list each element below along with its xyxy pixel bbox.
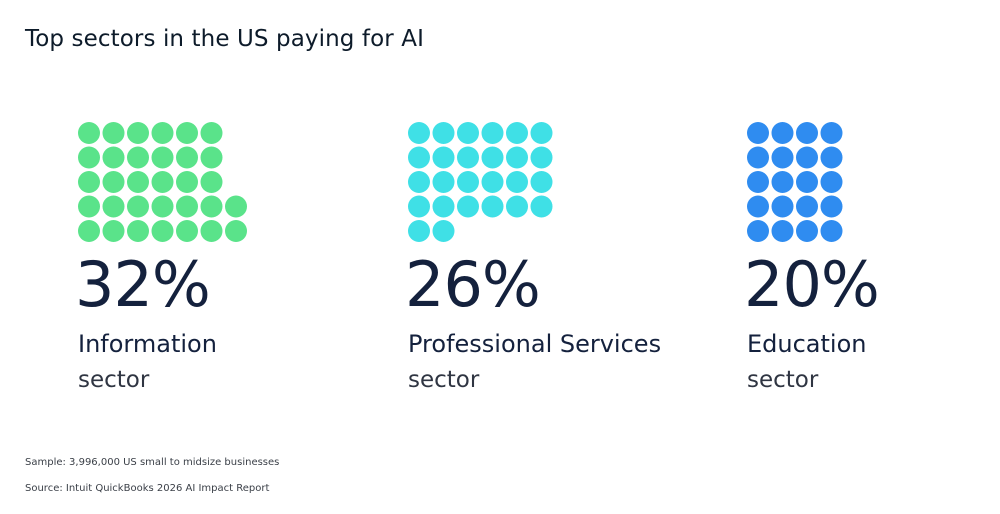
waffle-dot	[530, 146, 553, 169]
waffle-information	[78, 122, 247, 242]
sector-name: Information	[78, 330, 217, 358]
waffle-dot	[432, 171, 455, 193]
sector-label: sector	[78, 367, 150, 393]
waffle-dot	[747, 146, 769, 169]
waffle-dot	[481, 146, 504, 169]
waffle-dot	[408, 220, 430, 242]
waffle-dot	[200, 220, 223, 242]
sector-label: sector	[408, 367, 480, 393]
footnote-source: Source: Intuit QuickBooks 2026 AI Impact…	[25, 483, 270, 494]
sector-label: sector	[747, 367, 819, 393]
waffle-dot	[432, 220, 455, 242]
waffle-dot	[176, 171, 198, 193]
waffle-dot	[457, 122, 479, 144]
waffle-dot	[530, 195, 553, 218]
waffle-dot	[176, 220, 198, 242]
waffle-dot	[176, 195, 198, 218]
sector-panel-professional-services: 26% Professional Services sector	[405, 120, 661, 392]
waffle-dot	[796, 195, 818, 218]
waffle-dot	[408, 171, 430, 193]
waffle-dot	[506, 146, 528, 169]
waffle-dot	[530, 171, 553, 193]
waffle-dot	[796, 122, 818, 144]
waffle-dot	[200, 171, 223, 193]
sector-panel-education: 20% Education sector	[744, 120, 927, 392]
waffle-dot	[820, 195, 843, 218]
waffle-dot	[457, 195, 479, 218]
waffle-dot	[408, 122, 430, 144]
sector-name: Professional Services	[408, 330, 662, 358]
waffle-dot	[506, 195, 528, 218]
waffle-dot	[481, 171, 504, 193]
sector-panel-information: 32% Information sector	[75, 120, 258, 392]
waffle-dot	[457, 146, 479, 169]
waffle-dot	[747, 171, 769, 193]
waffle-dot	[127, 122, 149, 144]
waffle-dot	[432, 195, 455, 218]
waffle-dot	[747, 122, 769, 144]
waffle-dot	[796, 220, 818, 242]
waffle-dot	[820, 122, 843, 144]
waffle-dot	[457, 171, 479, 193]
chart-title: Top sectors in the US paying for AI	[25, 26, 424, 52]
waffle-dot	[796, 171, 818, 193]
waffle-dot	[151, 146, 174, 169]
waffle-dot	[225, 195, 247, 218]
waffle-dot	[820, 220, 843, 242]
waffle-dot	[432, 146, 455, 169]
waffle-dot	[102, 171, 125, 193]
waffle-dot	[200, 195, 223, 218]
waffle-dot	[102, 195, 125, 218]
waffle-dot	[78, 195, 100, 218]
waffle-dot	[771, 122, 794, 144]
waffle-dot	[78, 220, 100, 242]
percent-value: 26%	[405, 248, 541, 321]
sector-name: Education	[747, 330, 867, 358]
waffle-dot	[102, 146, 125, 169]
waffle-dot	[102, 220, 125, 242]
waffle-dot	[78, 122, 100, 144]
waffle-dot	[530, 122, 553, 144]
waffle-dot	[176, 146, 198, 169]
waffle-dot	[225, 220, 247, 242]
waffle-dot	[747, 195, 769, 218]
waffle-dot	[771, 146, 794, 169]
waffle-dot	[200, 146, 223, 169]
waffle-education	[747, 122, 843, 242]
waffle-dot	[820, 146, 843, 169]
waffle-dot	[176, 122, 198, 144]
waffle-dot	[151, 122, 174, 144]
waffle-dot	[127, 220, 149, 242]
waffle-dot	[127, 195, 149, 218]
waffle-dot	[408, 195, 430, 218]
waffle-dot	[102, 122, 125, 144]
waffle-dot	[78, 171, 100, 193]
waffle-dot	[820, 171, 843, 193]
waffle-dot	[796, 146, 818, 169]
waffle-dot	[127, 171, 149, 193]
waffle-professional-services	[408, 122, 553, 242]
waffle-dot	[78, 146, 100, 169]
waffle-dot	[747, 220, 769, 242]
waffle-dot	[200, 122, 223, 144]
waffle-dot	[432, 122, 455, 144]
percent-value: 20%	[744, 248, 880, 321]
waffle-dot	[771, 195, 794, 218]
waffle-dot	[408, 146, 430, 169]
waffle-dot	[506, 171, 528, 193]
waffle-dot	[771, 220, 794, 242]
footnote-sample: Sample: 3,996,000 US small to midsize bu…	[25, 457, 280, 468]
waffle-dot	[481, 122, 504, 144]
percent-value: 32%	[75, 248, 211, 321]
waffle-dot	[151, 171, 174, 193]
waffle-dot	[151, 220, 174, 242]
waffle-dot	[481, 195, 504, 218]
waffle-dot	[127, 146, 149, 169]
waffle-dot	[506, 122, 528, 144]
waffle-dot	[151, 195, 174, 218]
waffle-dot	[771, 171, 794, 193]
